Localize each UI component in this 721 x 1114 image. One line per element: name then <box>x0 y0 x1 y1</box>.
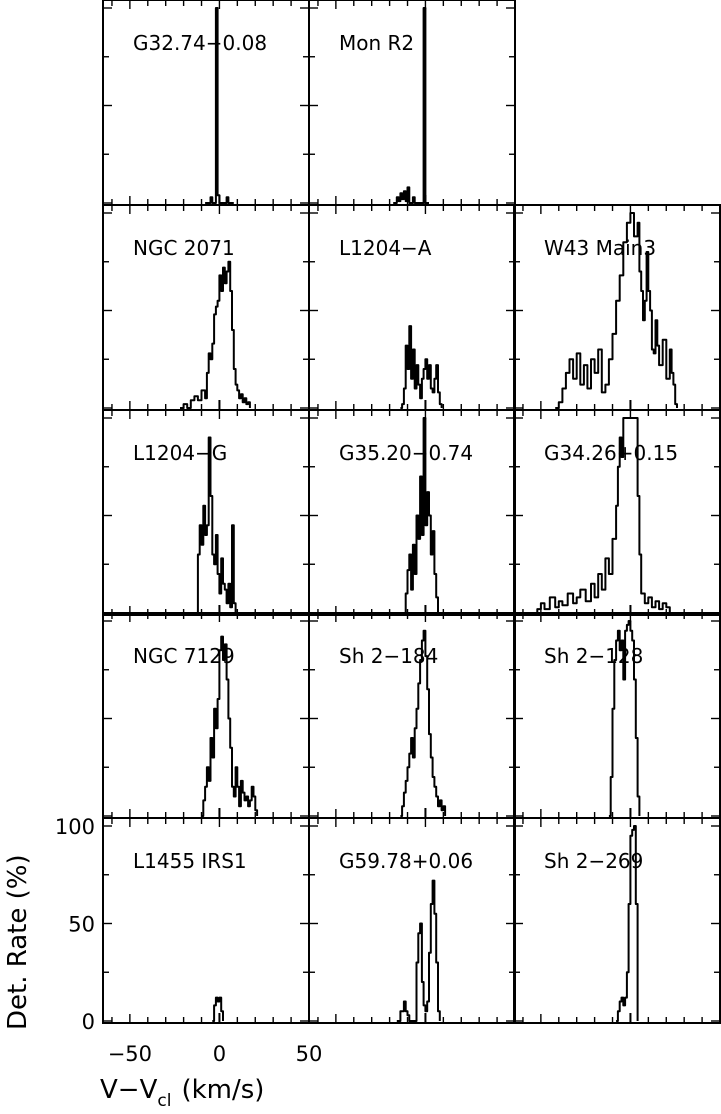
panel-label: W43 Main3 <box>544 236 656 260</box>
panel-label: Mon R2 <box>339 31 414 55</box>
panel: G59.78+0.06 <box>308 817 516 1024</box>
panel: G32.74−0.08 <box>102 0 310 206</box>
panel-frame <box>513 409 721 616</box>
detection-rate-trace <box>531 417 671 614</box>
panel-label: G35.20−0.74 <box>339 441 473 465</box>
panel: NGC 7129 <box>102 612 310 819</box>
y-tick-label: 100 <box>55 815 95 839</box>
panel-label: L1455 IRS1 <box>133 849 247 873</box>
detection-rate-trace <box>396 879 441 1022</box>
panel: Sh 2−128 <box>513 612 721 819</box>
panel: L1455 IRS1 <box>102 817 310 1024</box>
detection-rate-trace <box>180 260 251 409</box>
x-tick-label: 0 <box>213 1042 226 1066</box>
panel-label: L1204−G <box>133 441 227 465</box>
panel-label: G34.26+0.15 <box>544 441 678 465</box>
x-axis-title: V−Vcl (km/s) <box>100 1075 264 1111</box>
panel: Mon R2 <box>308 0 516 206</box>
detection-rate-trace <box>205 7 234 204</box>
y-tick-label: 0 <box>82 1010 95 1034</box>
left-axis-tick-labels: 0 50 100 <box>55 815 95 1034</box>
panel-grid: G32.74−0.08 Mon R2 NGC 2071 L1204−A W43 Main… <box>102 0 721 1024</box>
panel: L1204−A <box>308 204 516 411</box>
detection-rate-trace <box>403 417 439 614</box>
x-tick-label: −50 <box>108 1042 152 1066</box>
detection-rate-trace <box>201 635 259 817</box>
detection-rate-trace <box>555 212 678 409</box>
panel: L1204−G <box>102 409 310 616</box>
panel-label: Sh 2−128 <box>544 644 643 668</box>
x-axis-title-unit: (km/s) <box>181 1075 264 1105</box>
panel-label: G59.78+0.06 <box>339 849 473 873</box>
bottom-axis-tick-labels: −50 0 50 <box>108 1042 323 1066</box>
panel: NGC 2071 <box>102 204 310 411</box>
panel: G35.20−0.74 <box>308 409 516 616</box>
panel: Sh 2−269 <box>513 817 721 1024</box>
detection-rate-trace <box>616 825 639 1022</box>
y-tick-label: 50 <box>68 913 95 937</box>
x-axis-title-subscript: cl <box>157 1091 171 1111</box>
detection-rate-trace <box>393 7 429 204</box>
panel-label: G32.74−0.08 <box>133 31 267 55</box>
panel-label: L1204−A <box>339 236 432 260</box>
detection-rate-trace <box>608 620 641 817</box>
panel: W43 Main3 <box>513 204 721 411</box>
x-axis-title-main: V−V <box>100 1075 158 1105</box>
detection-rate-trace <box>400 325 443 409</box>
panel-label: Sh 2−184 <box>339 644 438 668</box>
detection-rate-trace <box>400 629 447 817</box>
panel-label: NGC 7129 <box>133 644 235 668</box>
detection-rate-trace <box>196 436 237 614</box>
panel-frame <box>513 817 721 1024</box>
panel: Sh 2−184 <box>308 612 516 819</box>
panel-label: NGC 2071 <box>133 236 235 260</box>
x-tick-label: 50 <box>296 1042 323 1066</box>
panel-label: Sh 2−269 <box>544 849 643 873</box>
detection-rate-trace <box>212 996 224 1022</box>
y-axis-title: Det. Rate (%) <box>3 854 33 1030</box>
panel: G34.26+0.15 <box>513 409 721 616</box>
